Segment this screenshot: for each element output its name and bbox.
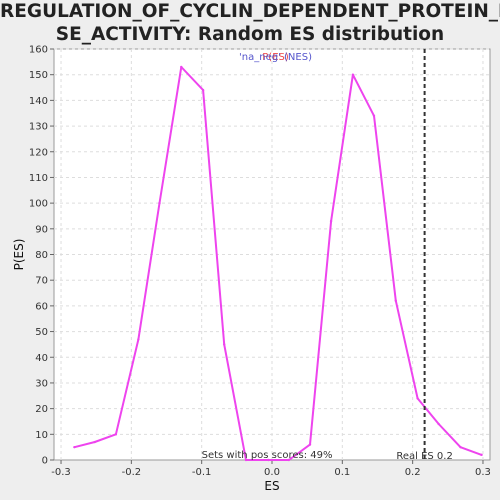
data-point xyxy=(287,458,291,462)
x-tick-label: 0.0 xyxy=(264,467,280,478)
y-tick-label: 0 xyxy=(42,456,48,467)
data-point xyxy=(222,343,226,346)
y-tick-label: 100 xyxy=(29,199,48,210)
data-point xyxy=(114,433,118,436)
data-point xyxy=(394,299,397,302)
axes: 0 10 20 30 40 50 60 70 80 90 100 110 120 130 140 150 160… xyxy=(29,45,491,479)
real-es-label: Real ES 0.2 xyxy=(396,451,452,462)
data-point xyxy=(308,443,312,446)
pos-scores-label: Sets with pos scores: 49% xyxy=(202,450,333,461)
series-group xyxy=(73,65,483,462)
x-tick-label: 0.3 xyxy=(475,467,491,478)
y-tick-label: 30 xyxy=(35,378,48,389)
chart-title-line1: REGULATION_OF_CYCLIN_DEPENDENT_PROTEIN_K… xyxy=(0,1,500,22)
data-point xyxy=(267,458,270,462)
series-line xyxy=(74,66,482,461)
x-tick-label: 0.1 xyxy=(334,467,350,478)
data-point xyxy=(372,114,376,117)
x-tick-label: -0.1 xyxy=(192,467,212,478)
y-tick-label: 20 xyxy=(35,404,48,415)
y-tick-label: 50 xyxy=(35,327,48,338)
data-point xyxy=(416,397,419,400)
y-tick-label: 80 xyxy=(35,250,48,261)
y-tick-label: 40 xyxy=(35,353,48,364)
y-tick-label: 150 xyxy=(29,70,48,81)
data-point xyxy=(480,453,483,457)
x-tick-label: -0.2 xyxy=(122,467,142,478)
data-point xyxy=(437,422,440,426)
data-point xyxy=(329,219,333,223)
grid xyxy=(54,48,490,460)
x-axis-label: ES xyxy=(264,479,279,493)
data-point xyxy=(244,458,248,462)
y-tick-label: 120 xyxy=(29,147,48,158)
chart-title: REGULATION_OF_CYCLIN_DEPENDENT_PROTEIN_K… xyxy=(0,0,500,46)
data-point xyxy=(73,445,76,449)
x-tick-label: -0.3 xyxy=(51,467,71,478)
data-point xyxy=(137,338,140,341)
y-tick-label: 110 xyxy=(29,173,48,184)
data-point xyxy=(459,445,462,449)
data-point xyxy=(93,440,96,444)
y-tick-label: 60 xyxy=(35,301,48,312)
legend-pos-label: P(ES) xyxy=(262,52,289,63)
x-tick-label: 0.2 xyxy=(405,467,421,478)
y-tick-label: 10 xyxy=(35,430,48,441)
y-tick-label: 140 xyxy=(29,96,48,107)
chart-title-line2: SE_ACTIVITY: Random ES distribution xyxy=(55,24,445,45)
y-tick-label: 70 xyxy=(35,276,48,287)
y-axis-label: P(ES) xyxy=(12,239,26,271)
y-tick-label: 130 xyxy=(29,122,48,133)
data-point xyxy=(351,73,355,76)
y-tick-label: 160 xyxy=(29,45,48,56)
data-point xyxy=(201,88,205,92)
y-tick-label: 90 xyxy=(35,224,48,235)
overlay-group: Real ES 0.2 Sets with pos scores: 49% P(ES… xyxy=(202,49,453,462)
legend-neg-label: 'na_neg' (NES) xyxy=(239,52,312,63)
data-point xyxy=(180,65,183,69)
data-point xyxy=(158,201,161,205)
